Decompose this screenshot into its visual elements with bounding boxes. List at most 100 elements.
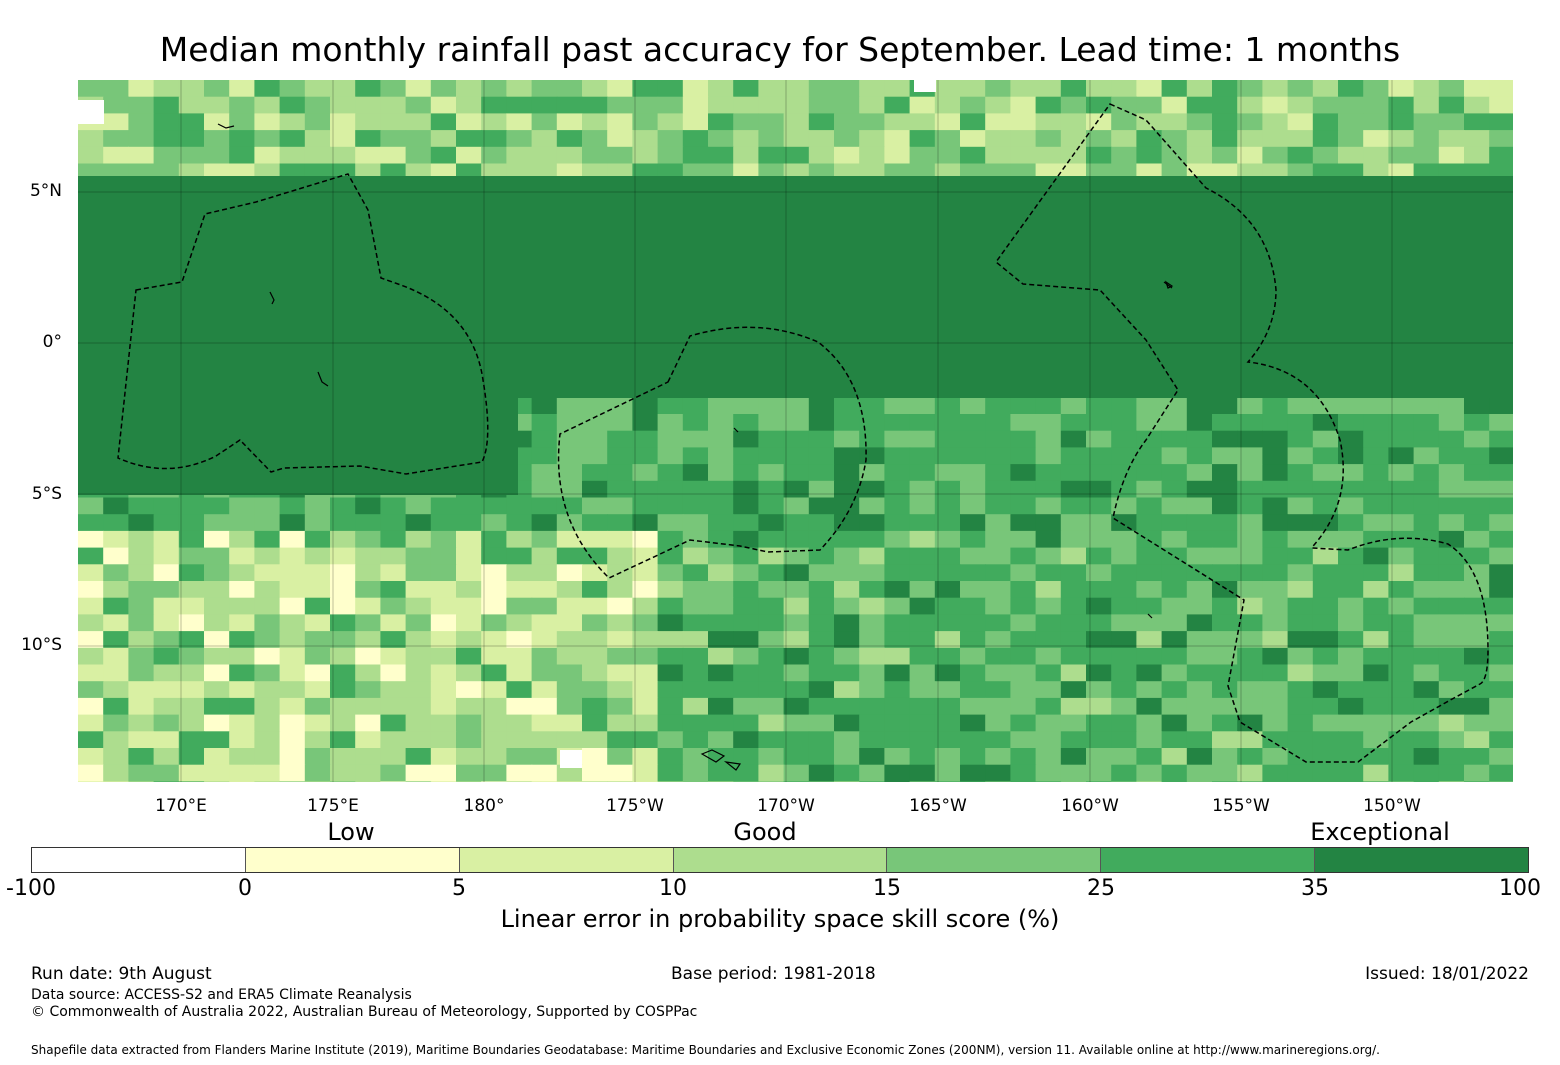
eez-kiribati-gilbert [117,173,489,475]
skill-cell [1388,514,1415,532]
skill-cell [229,614,255,632]
skill-cell [531,80,558,98]
skill-cell [380,96,407,114]
skill-cell [909,430,936,448]
skill-cell [985,614,1011,632]
skill-cell [1136,748,1163,766]
skill-cell [1287,697,1314,716]
skill-cell [430,781,457,782]
skill-cell [1262,480,1289,499]
skill-cell [1363,631,1389,649]
skill-cell [355,130,381,148]
skill-cell [985,530,1011,549]
skill-cell [531,631,558,649]
skill-cell [1136,681,1163,699]
skill-cell [178,781,205,782]
skill-cell [1438,80,1465,98]
skill-cell [859,497,885,515]
skill-cell [405,714,432,732]
skill-cell [884,130,911,148]
skill-cell [682,564,709,582]
skill-cell [1035,497,1062,515]
skill-cell [1312,681,1339,699]
skill-cell [783,681,810,699]
skill-cell [1086,80,1112,98]
skill-cell [1086,130,1112,148]
skill-cell [330,581,356,599]
skill-cell [1464,113,1490,131]
skill-cell [1060,681,1087,699]
skill-cell [254,547,281,565]
skill-cell [1237,748,1263,766]
skill-cell [506,697,533,716]
skill-cell [1338,80,1364,98]
skill-cell [1312,130,1339,148]
skill-cell [607,514,633,532]
skill-cell [1186,497,1213,515]
skill-cell [783,113,810,131]
skill-cell [1438,614,1465,632]
skill-cell [783,631,810,649]
skill-cell [506,631,533,649]
skill-cell [834,414,860,432]
skill-cell [1464,597,1490,615]
skill-cell [1413,146,1440,165]
skill-cell [1287,464,1314,482]
skill-cell [607,480,633,499]
skill-cell [1186,664,1213,682]
skill-cell [859,414,885,432]
skill-cell [1035,514,1062,532]
skill-cell [1363,647,1389,666]
skill-cell [1464,514,1490,532]
skill-cell [884,781,911,782]
skill-cell [1212,581,1238,599]
skill-cell [934,130,961,148]
skill-cell [1287,130,1314,148]
skill-cell [556,96,583,114]
skill-cell [506,530,533,549]
skill-cell [859,564,885,582]
skill-cell [1312,697,1339,716]
skill-cell [1237,414,1263,432]
skill-cell [934,714,961,732]
skill-cell [1035,480,1062,499]
skill-cell [859,614,885,632]
skill-cell [178,714,205,732]
skill-cell [1136,430,1163,448]
skill-cell [1363,697,1389,716]
skill-cell [1262,414,1289,432]
skill-cell [355,113,381,131]
skill-cell [481,631,507,649]
skill-cell [1237,480,1263,499]
skill-cell [1338,731,1364,749]
skill-cell [582,697,608,716]
skill-cell [430,631,457,649]
skill-cell [456,530,482,549]
no-data-cell [914,80,936,92]
skill-cell [1388,113,1415,131]
skill-cell [985,146,1011,165]
skill-cell [128,113,155,131]
skill-cell [1312,647,1339,666]
skill-cell [1438,581,1465,599]
skill-cell [884,764,911,782]
skill-cell [1312,714,1339,732]
skill-cell [481,781,507,782]
skill-cell [78,581,104,599]
skill-cell [1312,547,1339,565]
island-tuvalu [317,371,329,387]
skill-cell [506,597,533,615]
skill-cell [1312,447,1339,465]
skill-cell [985,113,1011,131]
skill-cell [531,414,558,432]
skill-cell [1464,647,1490,666]
skill-cell [733,764,759,782]
skill-cell [834,130,860,148]
skill-cell [1161,781,1188,782]
skill-cell [909,581,936,599]
skill-cell [1035,714,1062,732]
skill-cell [1161,664,1188,682]
skill-cell [1438,781,1465,782]
skill-cell [355,514,381,532]
skill-cell [1086,664,1112,682]
